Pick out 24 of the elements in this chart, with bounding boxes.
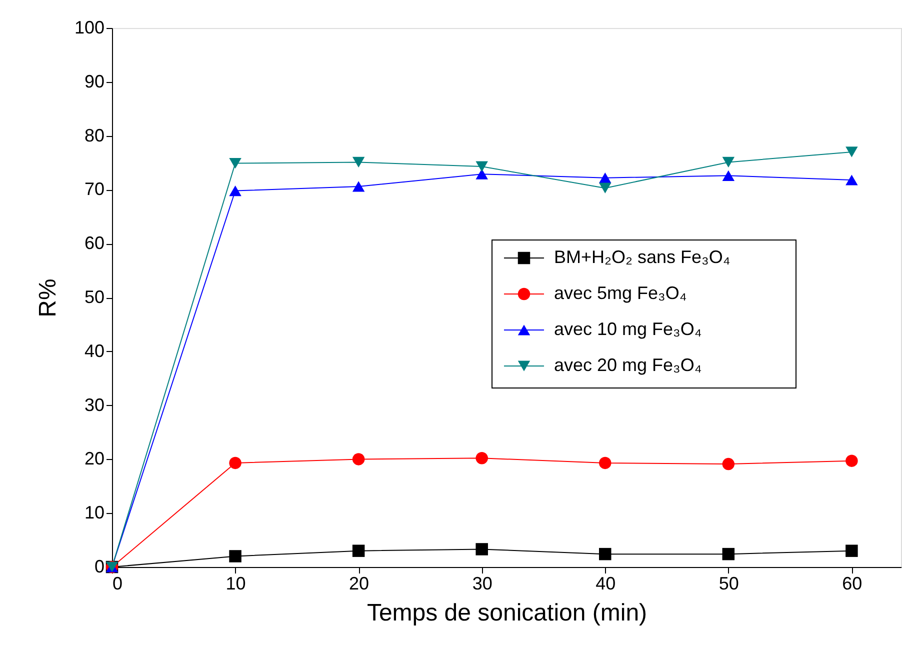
- y-tick-label: 30: [84, 394, 104, 415]
- x-tick-label: 40: [596, 574, 616, 594]
- y-tick-label: 20: [84, 448, 104, 469]
- y-tick-label: 10: [84, 502, 104, 523]
- y-tick-label: 100: [74, 18, 104, 38]
- x-tick-label: 30: [472, 574, 492, 594]
- x-tick-label: 10: [226, 574, 246, 594]
- y-tick-label: 0: [94, 556, 104, 576]
- legend-label: avec 20 mg Fe₃O₄: [554, 355, 702, 375]
- x-tick-label: 50: [718, 574, 739, 594]
- x-tick-label: 60: [842, 574, 862, 594]
- y-tick-label: 60: [84, 233, 104, 254]
- legend-label: BM+H₂O₂ sans Fe₃O₄: [554, 247, 730, 267]
- x-tick-label: 0: [112, 574, 123, 594]
- legend-label: avec 5mg Fe₃O₄: [554, 283, 687, 303]
- y-axis-title: R%: [34, 278, 62, 318]
- y-tick-label: 70: [84, 179, 104, 200]
- x-tick-label: 20: [349, 574, 370, 594]
- y-tick-label: 40: [84, 340, 104, 361]
- y-tick-label: 80: [84, 125, 104, 146]
- legend-label: avec 10 mg Fe₃O₄: [554, 319, 702, 339]
- y-tick-label: 90: [84, 71, 104, 92]
- y-tick-label: 50: [84, 287, 104, 307]
- x-axis-title: Temps de sonication (min): [366, 600, 648, 626]
